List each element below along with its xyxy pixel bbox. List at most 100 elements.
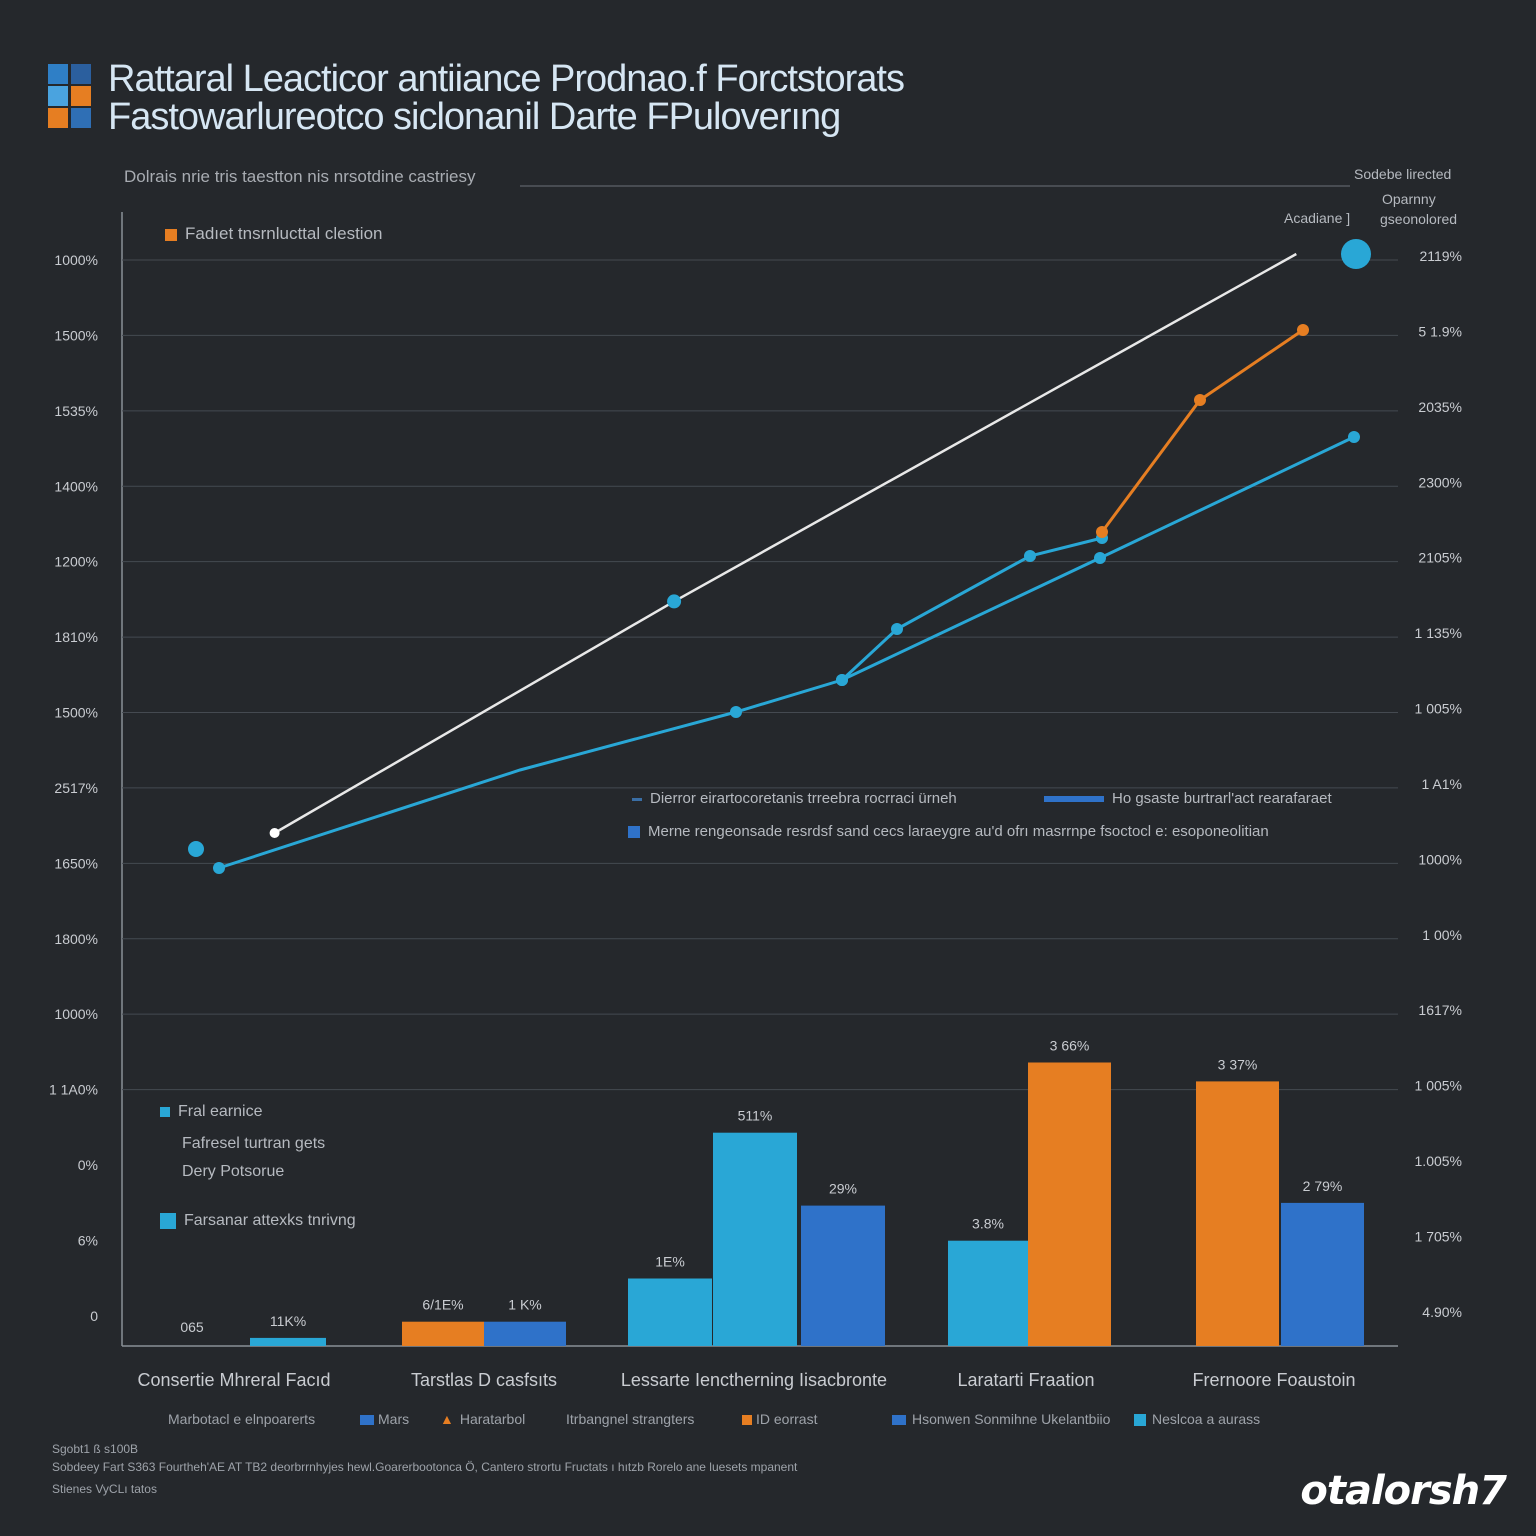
- series-point-blue-lower: [1348, 431, 1360, 443]
- bar-legend-label-2: Fafresel turtran gets: [182, 1135, 326, 1152]
- bar-legend-label-1: Fral earnice: [178, 1103, 263, 1120]
- footer-legend-6-swatch: [892, 1415, 906, 1426]
- mid-legend-2-swatch: [1044, 796, 1104, 803]
- bar-data-label: 1E%: [655, 1254, 685, 1270]
- y-tick-label-left: 1500%: [54, 705, 98, 721]
- bar-data-label: 511%: [738, 1108, 773, 1124]
- footer-legend-5-swatch: [742, 1415, 752, 1426]
- line-legend-swatch: [165, 228, 177, 241]
- y-tick-label-left: 1400%: [54, 478, 98, 494]
- y-tick-label-right: 4.90%: [1422, 1304, 1462, 1320]
- series-end-marker: [1341, 239, 1371, 269]
- footer-note-3: Stienes VyCLı tatos: [52, 1482, 157, 1496]
- x-category-label: Consertie Mhreral Facıd: [137, 1370, 330, 1390]
- bar-legend-item-2: Fafresel turtran gets: [182, 1135, 325, 1153]
- y-tick-label-right: 2300%: [1418, 474, 1462, 490]
- mid-legend-3: Merne rengeonsade resrdsf sand cecs lara…: [628, 823, 1269, 840]
- y-tick-label-left: 1500%: [54, 327, 98, 343]
- y-tick-label-right: 2105%: [1418, 550, 1462, 566]
- footer-legend-7-label: Neslcoa a aurass: [1152, 1411, 1261, 1427]
- bar-data-label: 3.8%: [972, 1216, 1004, 1232]
- bar: [628, 1278, 712, 1346]
- y-tick-label-left: 1000%: [54, 1006, 98, 1022]
- x-category-label: Frernoore Foaustoin: [1192, 1370, 1355, 1390]
- line-legend: Fadıet tnsrnlucttal clestion: [165, 224, 382, 244]
- bar-data-label: 3 37%: [1218, 1056, 1258, 1072]
- footer-note-2: Sobdeey Fart S363 Fourtheh'AE AT TB2 deo…: [52, 1460, 798, 1474]
- bar: [1196, 1081, 1279, 1346]
- footer-legend-2-label: Mars: [378, 1411, 410, 1427]
- series-point-orange: [1297, 324, 1309, 336]
- series-point-blue-upper: [1024, 550, 1036, 562]
- bar: [801, 1205, 885, 1346]
- y-tick-label-right: 1.005%: [1415, 1153, 1462, 1169]
- x-category-label: Laratarti Fraation: [957, 1370, 1094, 1390]
- footer-legend-7-swatch: [1134, 1414, 1146, 1427]
- logo-square-5: [48, 108, 68, 128]
- y-tick-label-right: 1 A1%: [1422, 776, 1462, 792]
- y-tick-label-right: 2035%: [1418, 399, 1462, 415]
- y-tick-label-right: 1000%: [1418, 851, 1462, 867]
- mid-legend-3-swatch: [628, 826, 640, 839]
- footer-legend-6: Hsonwen Sonmihne Ukelantbiio: [892, 1411, 1110, 1427]
- bar-data-label: 6/1E%: [422, 1297, 463, 1313]
- y-tick-label-right: 1617%: [1418, 1002, 1462, 1018]
- footer-legend-5-label: ID eorrast: [756, 1411, 818, 1427]
- y-tick-label-left: 1810%: [54, 629, 98, 645]
- series-point-blue-upper: [836, 674, 848, 686]
- logo-square-2: [71, 64, 91, 84]
- series-point-blue-start: [188, 841, 204, 857]
- series-point-blue-lower: [730, 706, 742, 718]
- bar: [1028, 1062, 1111, 1346]
- bar: [713, 1132, 797, 1346]
- series-point-blue-lower: [213, 862, 225, 874]
- y-tick-label-left: 1800%: [54, 931, 98, 947]
- series-point-orange: [1194, 394, 1206, 406]
- series-point-blue-upper: [891, 623, 903, 635]
- series-point-white: [667, 594, 682, 609]
- series-point-blue-lower: [1094, 552, 1106, 564]
- y-tick-label-left: 2517%: [54, 780, 98, 796]
- top-right-label-1: Sodebe lirected: [1354, 166, 1452, 182]
- footer-legend-3: ▲ Haratarbol: [440, 1411, 525, 1427]
- footer-legend-1: Marbotacl e elnpoarerts: [168, 1411, 316, 1427]
- top-right-label-4: gseonolored: [1380, 211, 1458, 227]
- bar-data-label: 11K%: [270, 1313, 306, 1329]
- series-line-blue-upper: [840, 536, 1103, 682]
- footer-legend-7: Neslcoa a aurass: [1134, 1411, 1260, 1427]
- y-tick-label-left: 6%: [78, 1232, 98, 1248]
- mid-legend-1-label: Dierror eirartocoretanis trreebra rocrra…: [650, 790, 957, 807]
- footer-legend-2-swatch: [360, 1415, 374, 1426]
- footer-legend-3-marker: ▲: [440, 1411, 454, 1427]
- bar-data-label: 065: [180, 1319, 204, 1335]
- mid-legend-1-swatch: [632, 797, 642, 801]
- bar: [402, 1321, 484, 1346]
- y-tick-label-right: 1 005%: [1415, 1078, 1462, 1094]
- bar: [484, 1321, 566, 1346]
- y-tick-label-right: 1 00%: [1422, 927, 1462, 943]
- y-tick-label-right: 1 005%: [1415, 701, 1462, 717]
- bar-legend-label-4: Farsanar attexks tnrivng: [184, 1212, 356, 1229]
- bar-legend-item-4: Farsanar attexks tnrivng: [160, 1212, 356, 1230]
- top-right-label-3: Acadiane ]: [1284, 210, 1351, 226]
- y-tick-label-right: 1 135%: [1415, 625, 1462, 641]
- bar: [250, 1337, 326, 1346]
- y-tick-label-right: 5 1.9%: [1418, 323, 1462, 339]
- x-category-label: Lessarte Ienctherning Iisacbronte: [621, 1370, 887, 1390]
- x-category-label: Tarstlas D casfsıts: [411, 1370, 557, 1390]
- mid-legend-2: Ho gsaste burtrarl'act rearafaraet: [1044, 790, 1332, 807]
- logo-square-1: [48, 64, 68, 84]
- footer-legend-6-label: Hsonwen Sonmihne Ukelantbiio: [912, 1411, 1111, 1427]
- footer-legend-4: Itrbangnel strangters: [566, 1411, 695, 1427]
- brand-logo: otalorsh7: [1300, 1468, 1507, 1514]
- y-tick-label-right: 2119%: [1419, 248, 1462, 264]
- mid-legend-1: Dierror eirartocoretanis trreebra rocrra…: [632, 790, 957, 807]
- chart-subtitle: Dolrais nrie tris taestton nis nrsotdine…: [124, 167, 476, 186]
- y-tick-label-left: 1200%: [54, 554, 98, 570]
- bar-data-label: 3 66%: [1050, 1038, 1090, 1054]
- bar-data-label: 29%: [829, 1181, 857, 1197]
- footer-legend-3-label: Haratarbol: [459, 1411, 526, 1427]
- top-right-label-2: Oparnny: [1382, 191, 1436, 207]
- y-tick-label-left: 0: [90, 1308, 98, 1324]
